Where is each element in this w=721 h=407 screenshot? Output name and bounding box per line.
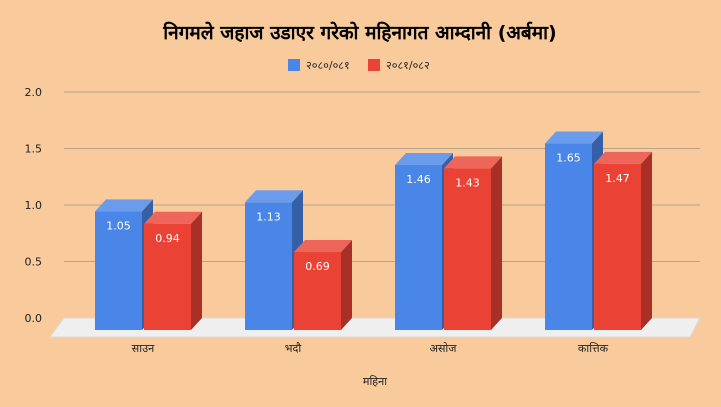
chart-floor-plane: [49, 317, 701, 338]
y-tick-label: 0.5: [25, 256, 43, 269]
legend-swatch: [368, 59, 380, 71]
legend-item[interactable]: २०८१/०८२: [368, 59, 430, 72]
x-tick-label: असोज: [430, 342, 458, 355]
chart-floor: [49, 317, 701, 338]
data-label: 0.94: [155, 232, 180, 245]
bar-front: [294, 252, 341, 330]
bar-front: [545, 143, 592, 330]
data-label: 1.05: [106, 219, 131, 232]
y-tick-label: 2.0: [25, 86, 43, 99]
labels-layer: 1.05 0.94 साउन 1.13 0.69 भदौ 1.46 1.43 असोज 1.65 1…: [106, 152, 630, 355]
legend-label: २०८०/०८१: [306, 59, 350, 72]
x-tick-label: भदौ: [285, 342, 302, 355]
bar-top: [245, 190, 303, 203]
legend-label: २०८१/०८२: [386, 59, 430, 72]
bar-front: [144, 223, 191, 330]
bar-front: [95, 211, 142, 330]
data-label: 1.43: [455, 176, 480, 189]
bar-front: [594, 163, 641, 330]
bar-side: [341, 240, 352, 330]
y-tick-label: 1.0: [25, 199, 43, 212]
data-label: 1.46: [406, 173, 431, 186]
legend-swatch: [288, 59, 300, 71]
data-label: 1.47: [605, 172, 630, 185]
bar[interactable]: [294, 240, 352, 330]
x-tick-label: साउन: [132, 342, 155, 355]
bar[interactable]: [444, 156, 502, 330]
bar[interactable]: [144, 211, 202, 330]
data-label: 1.65: [556, 152, 581, 165]
y-tick-label: 1.5: [25, 143, 43, 156]
chart-title: निगमले जहाज उडाएर गरेको महिनागत आम्दानी …: [162, 21, 556, 44]
bar-top: [395, 153, 453, 166]
bar-front: [395, 165, 442, 330]
data-label: 0.69: [305, 260, 330, 273]
bar[interactable]: [594, 151, 652, 330]
bar-top: [594, 151, 652, 164]
legend-item[interactable]: २०८०/०८१: [288, 59, 350, 72]
bar-front: [444, 168, 491, 330]
bar-front: [245, 202, 292, 330]
bar-top: [444, 156, 502, 169]
bar-side: [641, 151, 652, 330]
bar[interactable]: [245, 190, 303, 330]
legend[interactable]: २०८०/०८१ २०८१/०८२: [288, 59, 430, 72]
x-tick-label: कात्तिक: [578, 342, 609, 355]
data-label: 1.13: [256, 210, 281, 223]
bars-layer: [95, 131, 652, 330]
bar-side: [491, 156, 502, 330]
bar-side: [191, 211, 202, 330]
bar-top: [95, 199, 153, 212]
bar-top: [545, 131, 603, 144]
bar-top: [294, 240, 352, 253]
bar-top: [144, 211, 202, 224]
y-tick-label: 0.0: [25, 312, 43, 325]
x-axis-title: महिना: [363, 375, 387, 388]
